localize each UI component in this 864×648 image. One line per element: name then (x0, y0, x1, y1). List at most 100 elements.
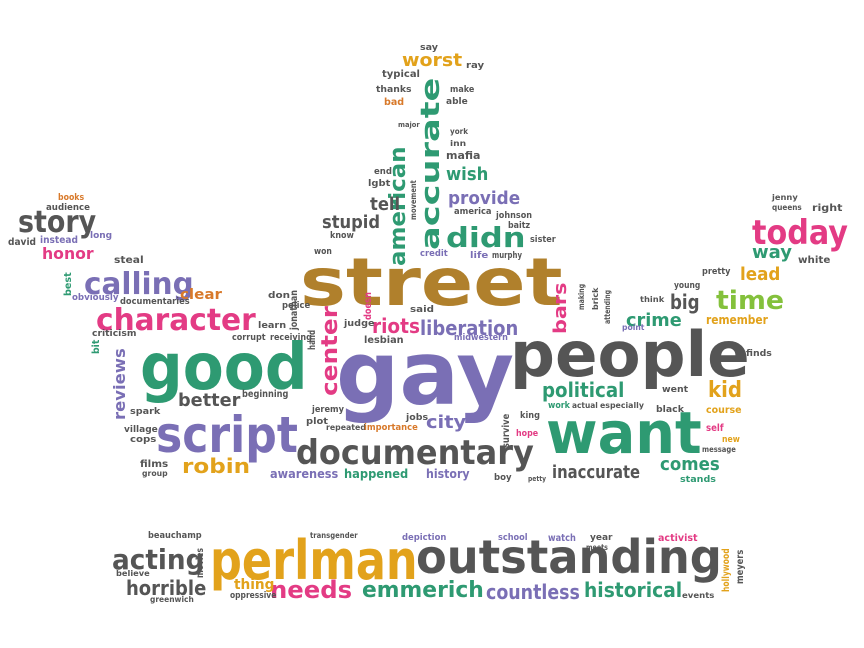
word-white: white (798, 255, 831, 266)
word-people: people (510, 318, 750, 391)
word-watch: watch (548, 533, 576, 544)
word-films: films (140, 459, 169, 470)
word-make: make (450, 85, 475, 95)
word-criticism: criticism (92, 329, 137, 339)
word-black: black (656, 405, 684, 415)
word-horrible: horrible (126, 576, 207, 600)
word-greenwich: greenwich (150, 595, 194, 604)
word-movies: movies (195, 548, 206, 578)
word-jenny: jenny (772, 193, 798, 202)
word-attending: attending (603, 289, 612, 324)
word-instead: instead (40, 235, 78, 246)
word-lesbian: lesbian (364, 335, 404, 346)
word-needs: needs (270, 576, 353, 604)
word-clear: clear (180, 287, 222, 303)
word-spark: spark (130, 407, 161, 417)
word-bit: bit (91, 339, 102, 354)
word-worst: worst (402, 50, 463, 71)
word-making: making (577, 283, 586, 310)
word-thing: thing (234, 577, 275, 593)
word-activist: activist (658, 533, 698, 544)
word-baitz: baitz (508, 221, 531, 231)
word-went: went (662, 385, 689, 395)
word-young: young (674, 281, 701, 291)
word-importance: importance (364, 423, 418, 433)
word-depiction: depiction (402, 533, 447, 543)
word-robin: robin (182, 454, 251, 478)
word-david: david (8, 237, 37, 248)
word-beginning: beginning (242, 389, 289, 400)
word-especially: especially (600, 401, 644, 410)
word-know: know (330, 231, 354, 241)
word-corrupt: corrupt (232, 333, 266, 343)
word-learn: learn (258, 321, 287, 331)
word-perlman: perlman (210, 529, 418, 592)
word-jeremy: jeremy (312, 405, 344, 415)
word-think: think (640, 295, 665, 304)
word-work: work (548, 401, 570, 411)
word-hollywood: hollywood (721, 548, 732, 592)
word-books: books (58, 193, 85, 203)
word-want: want (546, 399, 702, 467)
word-good: good (140, 331, 308, 405)
word-life: life (470, 251, 489, 261)
word-midwestern: midwestern (454, 333, 508, 343)
word-ray: ray (466, 61, 485, 71)
word-bars: bars (550, 282, 571, 334)
word-able: able (446, 97, 468, 107)
word-school: school (498, 533, 528, 543)
word-johnson: johnson (496, 211, 533, 221)
word-calling: calling (84, 267, 194, 302)
word-kid: kid (708, 378, 742, 403)
word-street: street (300, 244, 563, 321)
word-lgbt: lgbt (368, 179, 391, 189)
word-king: king (520, 411, 540, 421)
word-murphy: murphy (492, 251, 522, 261)
word-credit: credit (420, 249, 448, 259)
word-didn: didn (446, 221, 526, 254)
word-provide: provide (448, 188, 521, 209)
word-doesn: doesn (363, 292, 374, 320)
word-obviously: obviously (72, 293, 119, 303)
word-comes: comes (660, 454, 720, 475)
word-typical: typical (382, 69, 420, 80)
word-group: group (142, 469, 168, 478)
word-accurate: accurate (416, 77, 446, 250)
word-acting: acting (112, 543, 205, 576)
word-police: police (282, 301, 311, 311)
word-thanks: thanks (376, 85, 412, 95)
word-big: big (670, 290, 700, 314)
word-character: character (96, 303, 256, 338)
word-outstanding: outstanding (416, 530, 722, 584)
word-repeated: repeated (326, 423, 366, 432)
word-pretty: pretty (702, 267, 731, 277)
word-course: course (706, 405, 742, 416)
word-steal: steal (114, 255, 144, 266)
word-village: village (124, 425, 158, 435)
word-riots: riots (372, 314, 420, 338)
word-point: point (622, 323, 645, 332)
word-documentary: documentary (296, 433, 534, 473)
word-message: message (702, 445, 736, 454)
word-audience: audience (46, 203, 90, 213)
word-political: political (542, 378, 625, 402)
word-don: don (268, 291, 291, 301)
word-city: city (426, 412, 467, 433)
word-happened: happened (344, 467, 409, 481)
word-tell: tell (370, 194, 401, 215)
word-way: way (752, 242, 792, 263)
word-major: major (398, 121, 420, 129)
word-center: center (318, 306, 343, 396)
word-remember: remember (706, 313, 768, 327)
word-long: long (90, 231, 113, 241)
word-transgender: transgender (310, 531, 358, 540)
word-gay: gay (336, 322, 515, 425)
word-sister: sister (530, 235, 556, 245)
word-emmerich: emmerich (362, 578, 484, 603)
word-crime: crime (626, 310, 682, 331)
word-jonathan: jonathan (289, 290, 300, 330)
word-end: end (374, 167, 392, 177)
word-lead: lead (740, 264, 781, 285)
word-meyers: meyers (735, 549, 746, 584)
